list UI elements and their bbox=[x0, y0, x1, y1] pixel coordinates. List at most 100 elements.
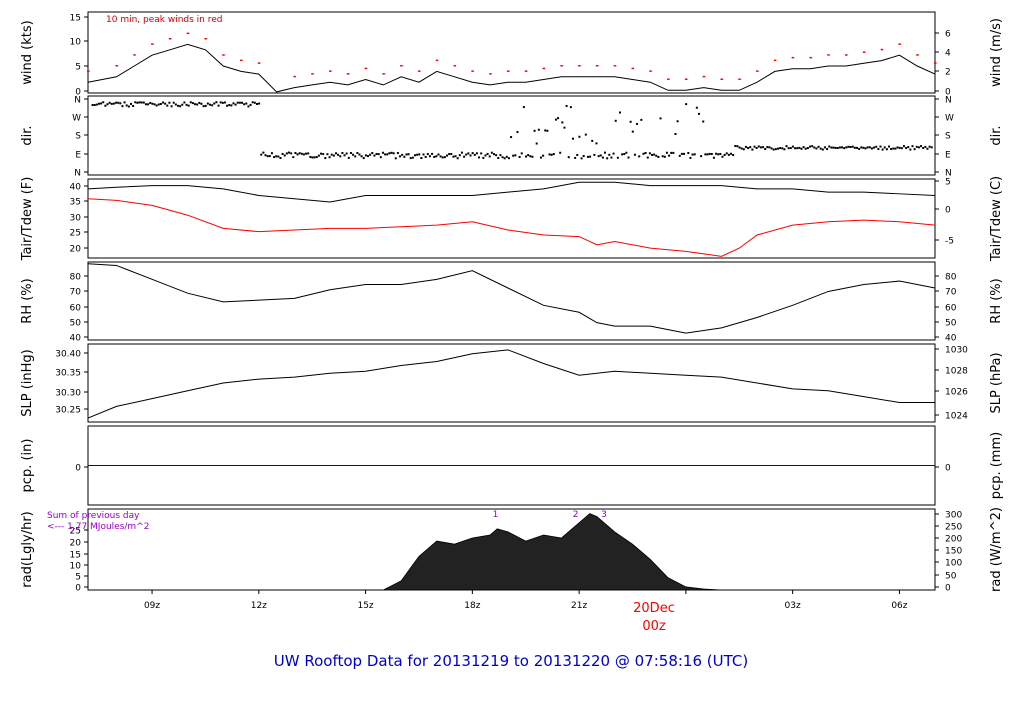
radiation-note-value: <--- 1.77 MJoules/m^2 bbox=[47, 522, 149, 532]
direction-point bbox=[143, 102, 145, 104]
left-tick-label: 0 bbox=[75, 584, 81, 594]
direction-point bbox=[121, 105, 123, 107]
direction-point bbox=[205, 105, 207, 107]
direction-point bbox=[288, 152, 290, 154]
peak-wind-marker bbox=[720, 79, 723, 81]
direction-point bbox=[568, 156, 570, 158]
direction-point bbox=[640, 119, 642, 121]
peak-wind-marker bbox=[774, 60, 777, 62]
right-tick-label: 6 bbox=[945, 30, 951, 40]
direction-point bbox=[258, 103, 260, 105]
direction-point bbox=[166, 105, 168, 107]
direction-point bbox=[294, 152, 296, 154]
peak-wind-marker bbox=[898, 43, 901, 45]
direction-point bbox=[549, 153, 551, 155]
direction-point bbox=[209, 104, 211, 106]
direction-point bbox=[645, 152, 647, 154]
direction-point bbox=[786, 145, 788, 147]
direction-point bbox=[621, 153, 623, 155]
chart-title: UW Rooftop Data for 20131219 to 20131220… bbox=[274, 652, 748, 670]
direction-point bbox=[521, 152, 523, 154]
direction-point bbox=[909, 149, 911, 151]
panel-dir: dir. dir.NESWNNESWN bbox=[20, 96, 1004, 179]
direction-point bbox=[437, 153, 439, 155]
direction-point bbox=[305, 153, 307, 155]
direction-point bbox=[924, 146, 926, 148]
panel-rad: rad(Lgly/hr) rad (W/m^2)05101520250501001… bbox=[20, 507, 1004, 593]
peak-wind-marker bbox=[258, 62, 261, 64]
direction-point bbox=[529, 155, 531, 157]
direction-point bbox=[414, 154, 416, 156]
right-axis-label: wind (m/s) bbox=[989, 18, 1004, 87]
direction-point bbox=[625, 152, 627, 154]
peak-wind-marker bbox=[204, 38, 207, 40]
direction-point bbox=[807, 147, 809, 149]
direction-point bbox=[824, 146, 826, 148]
direction-point bbox=[903, 145, 905, 147]
direction-point bbox=[788, 147, 790, 149]
direction-point bbox=[136, 102, 138, 104]
direction-point bbox=[335, 152, 337, 154]
direction-point bbox=[749, 146, 751, 148]
direction-point bbox=[920, 145, 922, 147]
direction-point bbox=[226, 105, 228, 107]
direction-point bbox=[760, 146, 762, 148]
radiation-marker: 1 bbox=[493, 510, 499, 520]
right-tick-label: 300 bbox=[945, 511, 962, 521]
direction-point bbox=[598, 155, 600, 157]
direction-point bbox=[457, 157, 459, 159]
direction-point bbox=[418, 153, 420, 155]
direction-point bbox=[440, 155, 442, 157]
direction-point bbox=[854, 147, 856, 149]
direction-point bbox=[704, 153, 706, 155]
direction-point bbox=[239, 102, 241, 104]
direction-point bbox=[115, 102, 117, 104]
direction-point bbox=[681, 153, 683, 155]
right-axis-label: Tair/Tdew (C) bbox=[989, 176, 1004, 262]
direction-point bbox=[168, 102, 170, 104]
direction-point bbox=[531, 156, 533, 158]
direction-point bbox=[754, 146, 756, 148]
direction-point bbox=[619, 112, 621, 114]
direction-point bbox=[830, 147, 832, 149]
direction-point bbox=[764, 148, 766, 150]
direction-point bbox=[538, 129, 540, 131]
direction-point bbox=[279, 157, 281, 159]
direction-point bbox=[467, 152, 469, 154]
direction-point bbox=[119, 102, 121, 104]
peak-wind-marker bbox=[507, 70, 510, 72]
left-tick-label: W bbox=[72, 114, 81, 124]
left-tick-label: 40 bbox=[70, 183, 82, 193]
direction-point bbox=[444, 156, 446, 158]
direction-point bbox=[628, 157, 630, 159]
direction-point bbox=[818, 146, 820, 148]
direction-point bbox=[506, 156, 508, 158]
direction-point bbox=[536, 143, 538, 145]
direction-point bbox=[758, 145, 760, 147]
direction-point bbox=[139, 101, 141, 103]
direction-point bbox=[527, 154, 529, 156]
direction-point bbox=[369, 154, 371, 156]
direction-point bbox=[484, 154, 486, 156]
direction-point bbox=[363, 157, 365, 159]
direction-point bbox=[213, 103, 215, 105]
direction-point bbox=[455, 155, 457, 157]
direction-point bbox=[773, 149, 775, 151]
direction-point bbox=[835, 147, 837, 149]
direction-point bbox=[382, 152, 384, 154]
panel-pcp: pcp. (in) pcp. (mm)0 0 bbox=[20, 426, 1004, 505]
direction-point bbox=[179, 105, 181, 107]
left-axis-label: rad(Lgly/hr) bbox=[20, 511, 35, 587]
right-tick-label: 100 bbox=[945, 559, 962, 569]
peak-wind-marker bbox=[329, 70, 332, 72]
direction-point bbox=[604, 152, 606, 154]
x-tick-label: 03z bbox=[785, 601, 801, 611]
direction-point bbox=[177, 105, 179, 107]
direction-point bbox=[711, 153, 713, 155]
direction-point bbox=[100, 102, 102, 104]
direction-point bbox=[689, 157, 691, 159]
direction-point bbox=[151, 103, 153, 105]
direction-point bbox=[215, 101, 217, 103]
direction-point bbox=[873, 147, 875, 149]
